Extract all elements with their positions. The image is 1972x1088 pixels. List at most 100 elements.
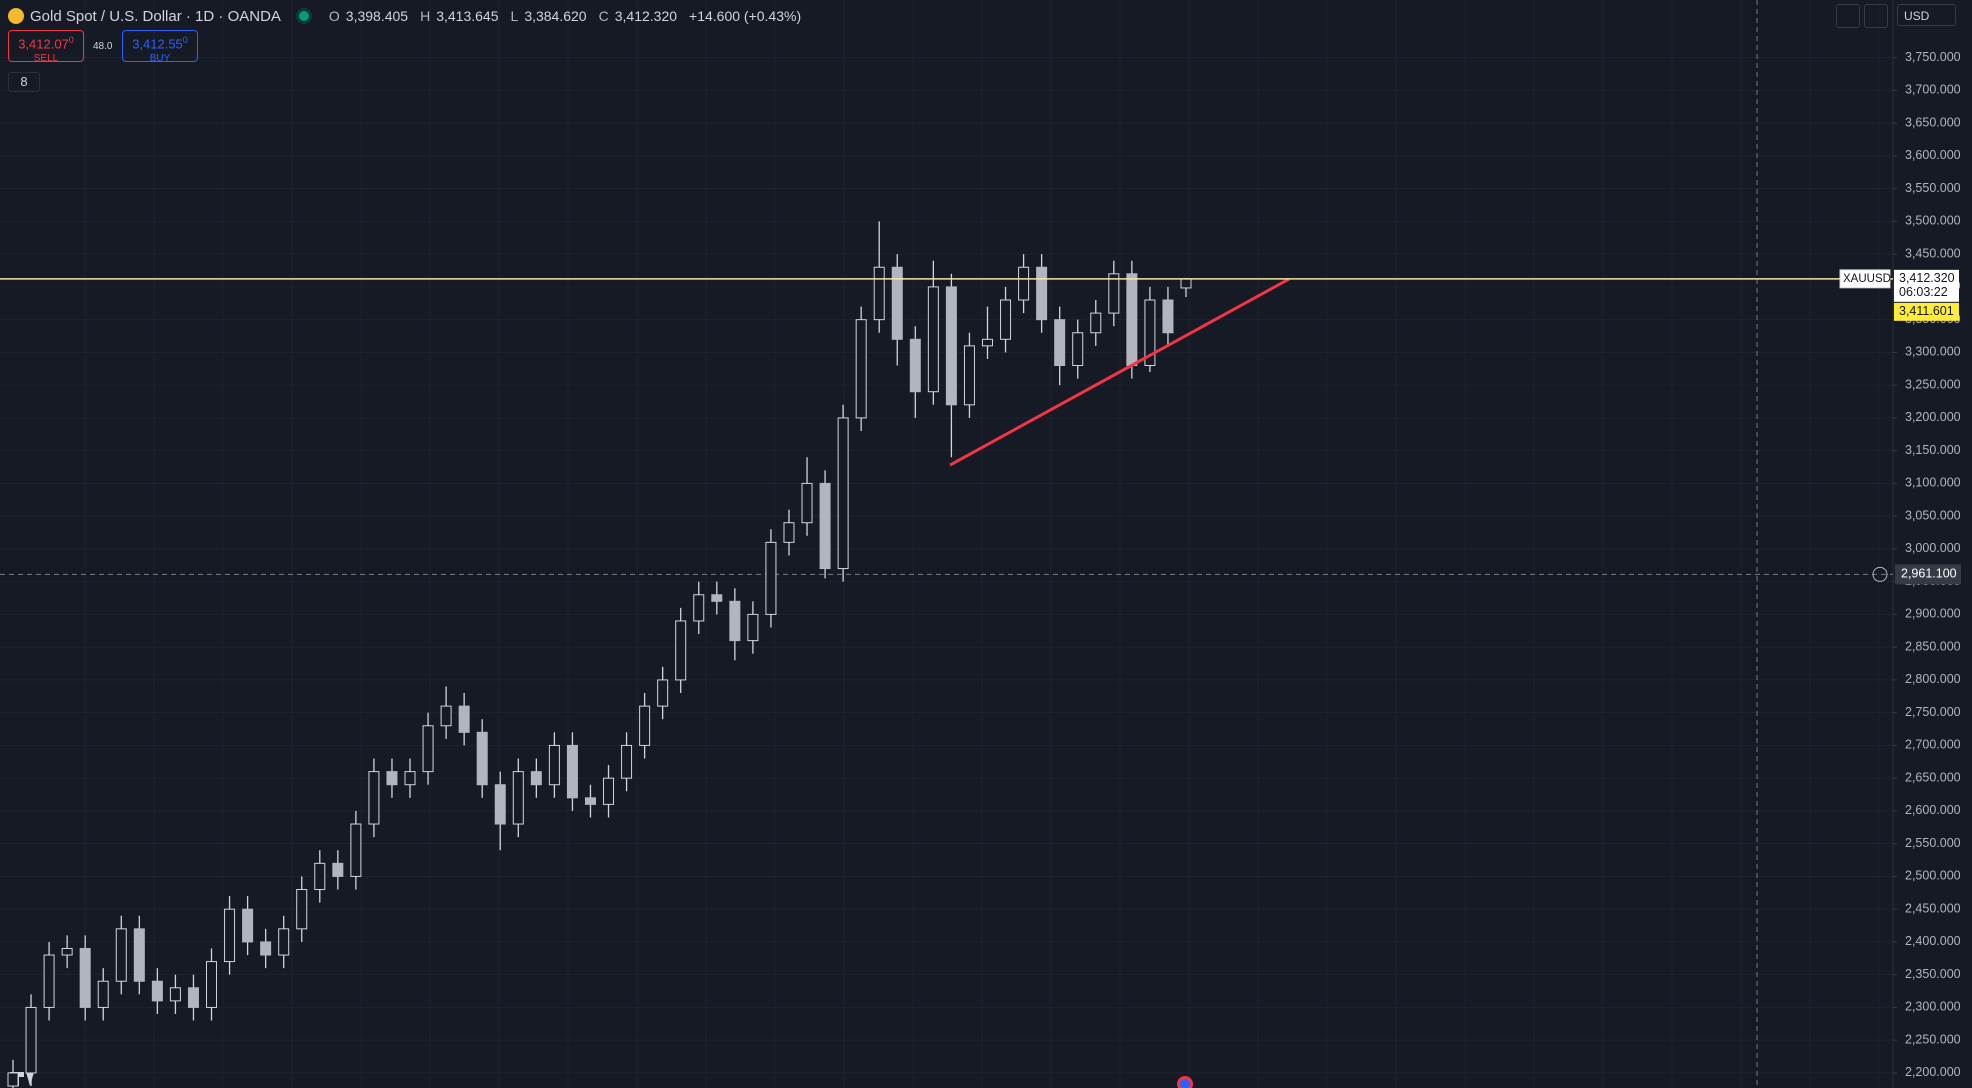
- candle-body: [657, 679, 669, 707]
- candle-body: [278, 928, 290, 956]
- candle-body: [963, 345, 975, 406]
- y-tick-label: 3,450.000: [1905, 246, 1961, 260]
- symbol-header: Gold Spot / U.S. Dollar · 1D · OANDA O 3,…: [8, 5, 807, 27]
- sell-pip: 0: [68, 35, 74, 45]
- ohlc-value: 3,398.405: [345, 8, 409, 24]
- y-tick-label: 2,500.000: [1905, 869, 1961, 883]
- candle-body: [43, 954, 55, 1008]
- candle-body: [873, 266, 885, 321]
- bid-label-bg: [1894, 302, 1959, 321]
- candle-body: [801, 482, 813, 524]
- candle-body: [1180, 278, 1192, 289]
- y-tick-label: 2,900.000: [1905, 607, 1961, 621]
- candle-body: [224, 908, 236, 963]
- y-tick-label: 3,650.000: [1905, 115, 1961, 129]
- candle-body: [566, 744, 578, 799]
- refresh-button[interactable]: [1864, 4, 1888, 28]
- candle-body: [422, 725, 434, 773]
- candle-body: [639, 705, 651, 746]
- candle-body: [25, 1006, 37, 1074]
- sell-button[interactable]: 3,412.070 SELL: [8, 30, 84, 64]
- candle-body: [1126, 273, 1138, 367]
- candle-body: [115, 928, 127, 982]
- candle-body: [151, 980, 163, 1002]
- crosshair-label: 2,961.100: [1901, 567, 1957, 581]
- candle-body: [891, 266, 903, 340]
- candle-body: [837, 417, 849, 570]
- candle-body: [332, 862, 344, 877]
- candle-body: [909, 338, 921, 393]
- buy-pip: 0: [182, 35, 188, 45]
- candle-body: [819, 482, 831, 570]
- candle-body: [1090, 312, 1102, 334]
- candle-body: [530, 771, 542, 786]
- symbol-label: XAUUSD: [1843, 273, 1891, 285]
- y-tick-label: 2,750.000: [1905, 705, 1961, 719]
- candle-body: [458, 705, 470, 733]
- crosshair-plus: [1872, 566, 1888, 582]
- candle-body: [169, 987, 181, 1002]
- ohlc-key: C: [598, 8, 609, 24]
- candle-body: [1144, 299, 1156, 367]
- candle-body: [711, 594, 723, 602]
- candle-body: [747, 613, 759, 642]
- candle-body: [350, 823, 362, 877]
- y-tick-label: 3,100.000: [1905, 476, 1961, 490]
- candle-body: [729, 600, 741, 642]
- candle-body: [386, 771, 398, 786]
- y-tick-label: 2,400.000: [1905, 934, 1961, 948]
- candle-body: [476, 731, 488, 786]
- y-tick-label: 3,500.000: [1905, 214, 1961, 228]
- sell-label: SELL: [33, 53, 59, 65]
- candle-body: [621, 744, 633, 779]
- buy-label: BUY: [149, 53, 171, 65]
- change: +14.600 (+0.43%): [689, 8, 802, 24]
- crosshair-label-bg: [1895, 564, 1961, 585]
- trendline: [949, 277, 1290, 467]
- y-tick-label: 3,300.000: [1905, 345, 1961, 359]
- market-status: [298, 11, 309, 21]
- candle-body: [1108, 273, 1120, 314]
- currency-button[interactable]: USD: [1897, 4, 1956, 26]
- candle-body: [1054, 319, 1066, 367]
- candle-body: [206, 961, 218, 1008]
- y-tick-label: 2,850.000: [1905, 639, 1961, 653]
- y-tick-label: 2,350.000: [1905, 967, 1961, 981]
- candle-body: [440, 705, 452, 727]
- ohlc-value: 3,384.620: [524, 8, 587, 24]
- candle-body: [981, 338, 993, 347]
- y-tick-label: 3,750.000: [1905, 50, 1961, 64]
- candle-body: [187, 987, 199, 1008]
- y-tick-label: 2,300.000: [1905, 1000, 1961, 1014]
- y-tick-label: 3,000.000: [1905, 541, 1961, 555]
- candle-body: [584, 797, 596, 805]
- y-tick-label: 2,550.000: [1905, 836, 1961, 850]
- candle-body: [79, 947, 91, 1008]
- download-button[interactable]: [1836, 4, 1860, 28]
- candle-body: [494, 784, 506, 825]
- candle-body: [693, 594, 705, 622]
- y-tick-label: 2,650.000: [1905, 770, 1961, 784]
- candle-body: [61, 947, 73, 956]
- y-tick-label: 2,800.000: [1905, 672, 1961, 686]
- candle-body: [855, 319, 867, 419]
- sell-price: 3,412.07: [18, 36, 69, 52]
- spread: 48.0: [93, 41, 113, 52]
- candle-body: [1036, 266, 1048, 321]
- candle-body: [404, 771, 416, 786]
- y-tick-label: 3,050.000: [1905, 508, 1961, 522]
- indicators-toggle[interactable]: 8: [8, 72, 40, 92]
- event-flag: [1177, 1076, 1193, 1088]
- candle-body: [97, 980, 109, 1008]
- candle-body: [296, 889, 308, 930]
- candle-body: [1000, 299, 1012, 340]
- symbol-label-bg: [1839, 269, 1891, 289]
- ohlc-value: 3,412.320: [614, 8, 678, 24]
- y-tick-label: 2,700.000: [1905, 738, 1961, 752]
- y-tick-label: 3,150.000: [1905, 443, 1961, 457]
- candle-body: [1162, 299, 1174, 334]
- buy-button[interactable]: 3,412.550 BUY: [122, 30, 198, 64]
- buy-price: 3,412.55: [132, 36, 183, 52]
